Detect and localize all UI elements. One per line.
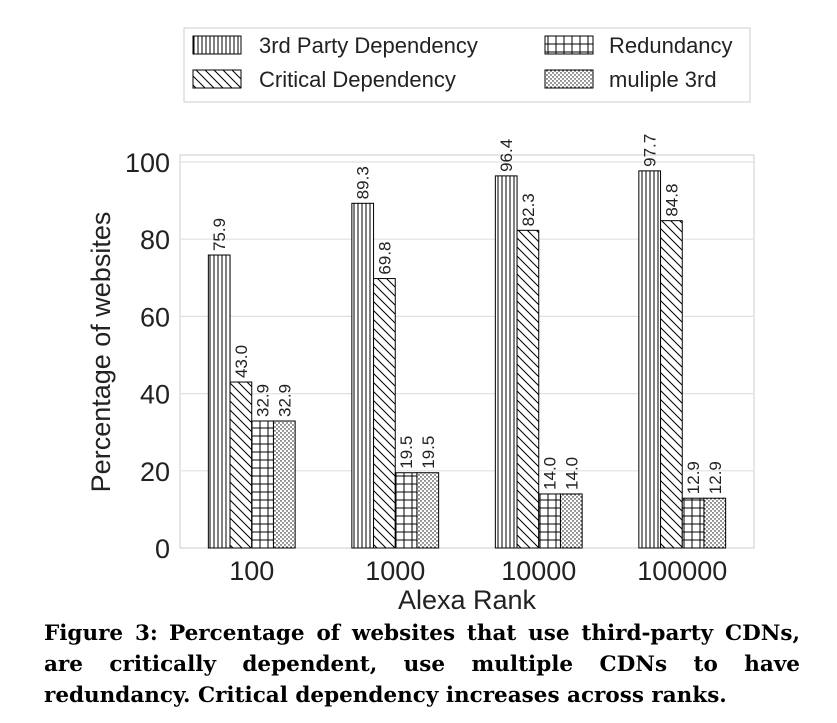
y-tick-label: 80 xyxy=(140,225,170,255)
bar xyxy=(559,493,583,549)
legend-swatch-critical xyxy=(192,69,242,89)
legend-swatch-multiple xyxy=(544,69,594,89)
bar xyxy=(660,220,683,549)
bar-value-label: 97.7 xyxy=(641,134,660,167)
legend-label-critical: Critical Dependency xyxy=(259,67,456,92)
bar xyxy=(229,381,253,549)
legend-swatch-3rd-party xyxy=(192,35,242,55)
legend-label-multiple: muliple 3rd xyxy=(609,67,717,92)
y-axis-title: Percentage of websites xyxy=(86,212,116,493)
bar xyxy=(251,420,274,549)
x-tick-label: 100000 xyxy=(637,556,727,586)
bar xyxy=(538,493,561,549)
bar-value-label: 75.9 xyxy=(210,218,229,251)
bar-value-label: 69.8 xyxy=(375,241,394,274)
y-tick-label: 20 xyxy=(140,457,170,487)
bar-value-label: 12.9 xyxy=(706,461,725,494)
x-tick-label: 100 xyxy=(229,556,274,586)
bar xyxy=(516,229,540,549)
y-tick-label: 100 xyxy=(125,148,170,178)
bar-value-label: 89.3 xyxy=(354,166,373,199)
figure-caption: Figure 3: Percentage of websites that us… xyxy=(44,618,800,711)
bar-value-labels: 75.943.032.9 32.989.369.819.5 19.596.482.3… xyxy=(210,134,725,494)
bar xyxy=(351,202,375,549)
bar-value-label: 96.4 xyxy=(497,139,516,172)
x-axis-title: Alexa Rank xyxy=(398,585,537,615)
x-tick-label: 10000 xyxy=(501,556,576,586)
y-tick-label: 60 xyxy=(140,302,170,332)
bar xyxy=(207,254,231,549)
bar xyxy=(681,497,705,549)
bar-value-label: 14.0 xyxy=(541,457,560,490)
bar xyxy=(703,497,727,549)
x-axis-ticks: 100 1000 10000 100000 xyxy=(229,556,727,586)
figure-caption-label: Figure 3: xyxy=(44,621,158,646)
bar xyxy=(638,170,662,549)
x-tick-label: 1000 xyxy=(365,556,425,586)
bars xyxy=(207,170,727,549)
legend: 3rd Party Dependency Critical Dependency… xyxy=(183,27,751,103)
bar-value-label: 82.3 xyxy=(519,193,538,226)
bar-value-label: 19.5 xyxy=(419,436,438,469)
figure-caption-text: Percentage of websites that use third-pa… xyxy=(44,621,800,708)
bar xyxy=(373,278,396,549)
y-axis-ticks: 0 20 40 60 80 100 xyxy=(125,148,170,564)
bar xyxy=(272,420,296,549)
legend-label-redundancy: Redundancy xyxy=(609,33,733,58)
legend-frame xyxy=(183,27,751,103)
bar-chart: 3rd Party Dependency Critical Dependency… xyxy=(86,27,755,615)
bar xyxy=(416,472,440,549)
bar-value-label: 19.5 xyxy=(397,436,416,469)
bar-value-label: 32.9 xyxy=(254,384,273,417)
y-tick-label: 0 xyxy=(155,534,170,564)
bar-value-label: 43.0 xyxy=(232,345,251,378)
bar-value-label: 84.8 xyxy=(662,184,681,217)
bar-value-label: 14.0 xyxy=(562,457,581,490)
bar xyxy=(494,175,518,549)
bar-value-label: 32.9 xyxy=(275,384,294,417)
bar-value-label: 12.9 xyxy=(684,461,703,494)
legend-swatch-redundancy xyxy=(544,35,594,55)
y-tick-label: 40 xyxy=(140,380,170,410)
bar xyxy=(394,472,418,549)
legend-label-3rd-party: 3rd Party Dependency xyxy=(259,33,478,58)
